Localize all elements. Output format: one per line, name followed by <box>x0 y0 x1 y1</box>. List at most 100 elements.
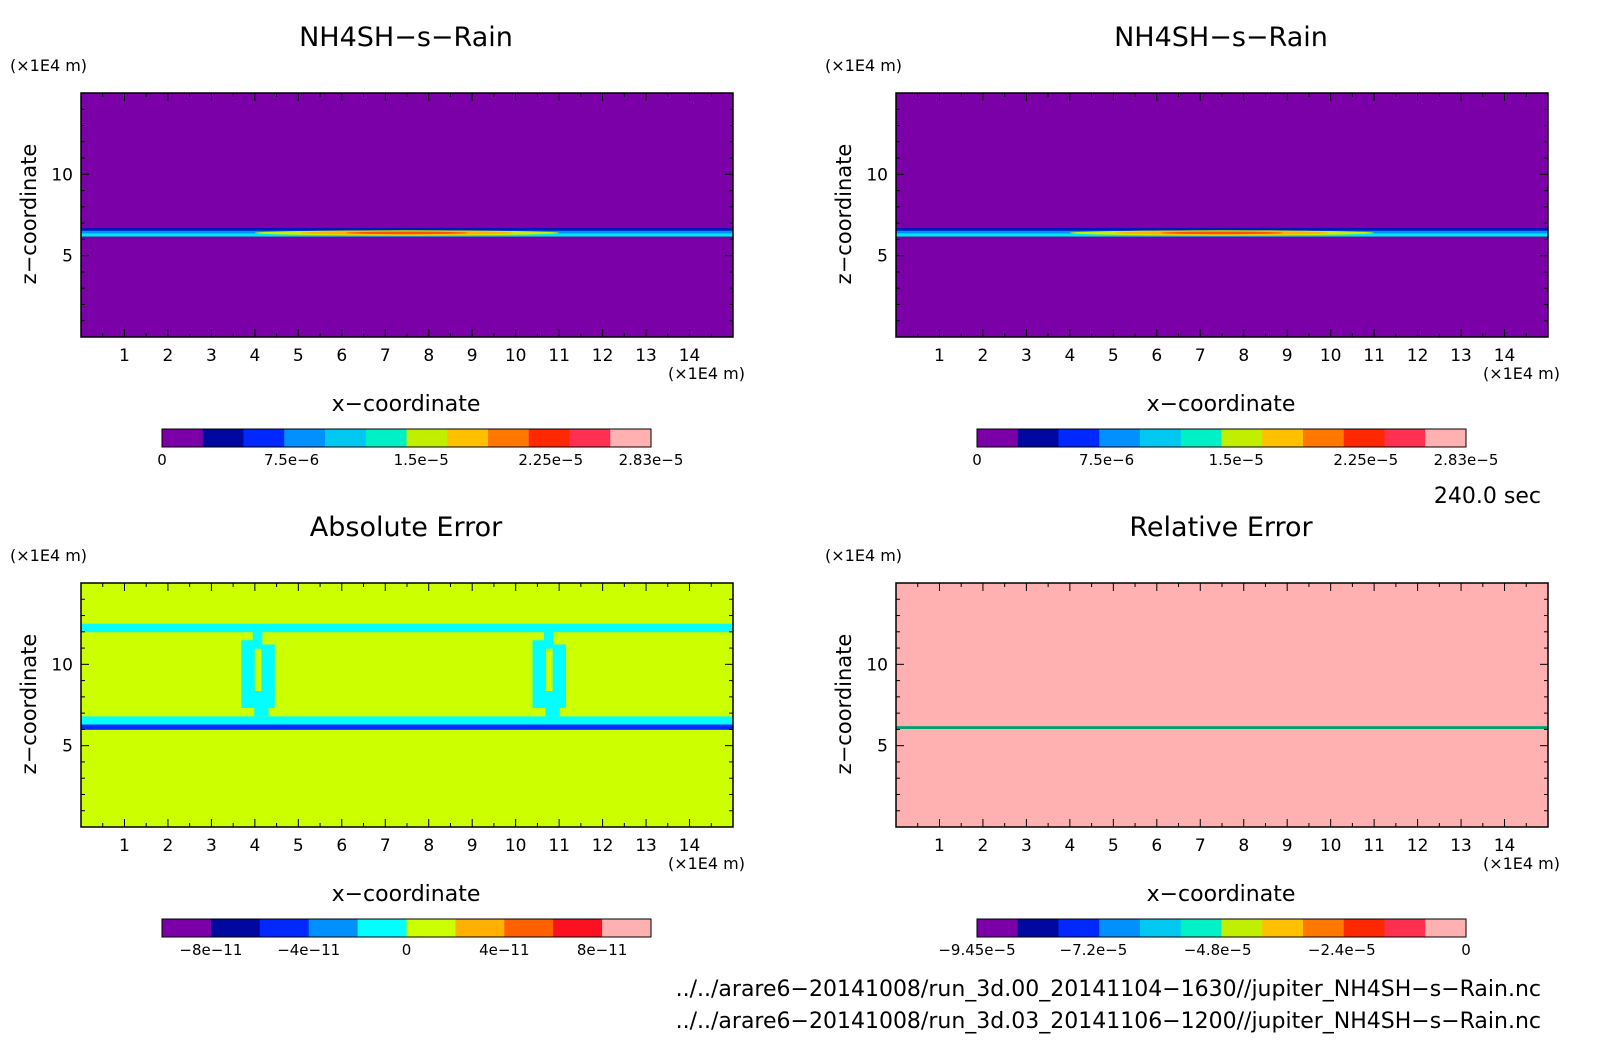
colorbar-swatch <box>357 919 407 937</box>
colorbar-frame <box>161 428 652 448</box>
panel-title: NH4SH−s−Rain <box>299 22 513 53</box>
x-tick-label: 14 <box>679 836 701 856</box>
x-tick-label: 9 <box>1282 836 1293 856</box>
colorbar-label: −9.45e−5 <box>938 941 1015 959</box>
y-tick-label: 10 <box>866 165 888 185</box>
colorbar-label: 0 <box>157 451 167 469</box>
y-tick-label: 5 <box>62 737 73 757</box>
colorbar-swatch <box>1384 919 1426 937</box>
x-tick-label: 11 <box>548 836 570 856</box>
panel-3: Absolute Error(×1E4 m)1 2 3 4 5 6 7 8 9 10 11 12 13 1… <box>10 512 745 959</box>
colorbar-label: 4e−11 <box>479 941 529 959</box>
colorbar-label: 7.5e−6 <box>264 451 319 469</box>
colorbar-label: −4.8e−5 <box>1184 941 1252 959</box>
field-background <box>81 583 733 827</box>
x-tick-label: 7 <box>1195 346 1206 366</box>
colorbar-label: −4e−11 <box>277 941 340 959</box>
colorbar-swatch <box>1099 429 1141 447</box>
colorbar-label: 0 <box>402 941 412 959</box>
colorbar-label: 2.83e−5 <box>1434 451 1499 469</box>
x-tick-label: 10 <box>1320 836 1342 856</box>
colorbar-swatch <box>610 429 652 447</box>
x-tick-label: 3 <box>206 836 217 856</box>
x-tick-label: 10 <box>1320 346 1342 366</box>
field-band <box>896 726 1548 729</box>
colorbar-label: −2.4e−5 <box>1308 941 1376 959</box>
x-unit-label: (×1E4 m) <box>668 854 745 873</box>
x-tick-label: 2 <box>163 346 174 366</box>
x-tick-label: 13 <box>1450 346 1472 366</box>
field-column <box>241 640 255 708</box>
x-tick-label: 2 <box>978 836 989 856</box>
colorbar-swatch <box>488 429 530 447</box>
field-band <box>81 716 733 725</box>
x-tick-label: 10 <box>505 346 527 366</box>
colorbar-swatch <box>977 429 1019 447</box>
time-annotation: 240.0 sec <box>1434 484 1541 509</box>
field-band <box>81 623 733 633</box>
x-tick-label: 12 <box>1407 836 1429 856</box>
x-tick-label: 8 <box>423 836 434 856</box>
x-tick-label: 12 <box>592 836 614 856</box>
x-unit-label: (×1E4 m) <box>668 364 745 383</box>
colorbar-swatch <box>1017 429 1059 447</box>
x-tick-label: 8 <box>1238 346 1249 366</box>
colorbar-frame <box>976 428 1467 448</box>
colorbar-swatch <box>447 429 489 447</box>
colorbar-swatch <box>1180 919 1222 937</box>
x-tick-label: 3 <box>206 346 217 366</box>
colorbar-swatch <box>162 429 204 447</box>
colorbar-label: 8e−11 <box>577 941 627 959</box>
y-tick-label: 5 <box>877 737 888 757</box>
x-tick-label: 14 <box>679 346 701 366</box>
x-tick-label: 6 <box>1151 346 1162 366</box>
x-tick-label: 2 <box>163 836 174 856</box>
x-axis-label: x−coordinate <box>332 882 481 907</box>
colorbar-label: 0 <box>972 451 982 469</box>
field-background <box>896 583 1548 827</box>
colorbar-swatch <box>259 919 310 937</box>
x-axis-label: x−coordinate <box>1147 392 1296 417</box>
x-tick-label: 3 <box>1021 836 1032 856</box>
x-tick-label: 5 <box>1108 836 1119 856</box>
x-tick-label: 10 <box>505 836 527 856</box>
y-unit-label: (×1E4 m) <box>825 546 902 565</box>
field-column <box>545 691 560 717</box>
x-tick-label: 7 <box>1195 836 1206 856</box>
panel-2: NH4SH−s−Rain(×1E4 m)1 2 3 4 5 6 7 8 9 10 11 12 13 145… <box>825 22 1560 469</box>
y-tick-label: 5 <box>62 247 73 267</box>
x-tick-label: 1 <box>119 836 130 856</box>
field-background <box>896 93 1548 337</box>
field-column <box>254 691 269 717</box>
y-axis-label: z−coordinate <box>832 634 856 775</box>
panel-title: Relative Error <box>1129 512 1313 543</box>
y-unit-label: (×1E4 m) <box>10 546 87 565</box>
colorbar-label: 1.5e−5 <box>394 451 449 469</box>
field-column <box>252 631 263 649</box>
field-core <box>1161 231 1283 235</box>
colorbar-swatch <box>210 919 261 937</box>
file-path-2: ../../arare6−20141008/run_3d.03_20141106… <box>676 1009 1541 1034</box>
colorbar-swatch <box>455 919 505 937</box>
colorbar-frame <box>976 918 1467 938</box>
field-band <box>81 228 733 232</box>
y-axis-label: z−coordinate <box>832 144 856 285</box>
colorbar-swatch <box>1180 429 1222 447</box>
colorbar-swatch <box>1221 429 1263 447</box>
x-tick-label: 1 <box>934 836 945 856</box>
x-tick-label: 13 <box>1450 836 1472 856</box>
x-unit-label: (×1E4 m) <box>1483 854 1560 873</box>
field-band <box>81 724 733 730</box>
colorbar-swatch <box>1425 429 1467 447</box>
colorbar-swatch <box>1262 429 1304 447</box>
x-tick-label: 9 <box>467 836 478 856</box>
x-tick-label: 12 <box>1407 346 1429 366</box>
colorbar-label: 7.5e−6 <box>1079 451 1134 469</box>
x-tick-label: 13 <box>635 346 657 366</box>
colorbar-swatch <box>977 919 1019 937</box>
field-column <box>532 640 546 708</box>
colorbar-swatch <box>1221 919 1263 937</box>
colorbar-swatch <box>602 919 652 937</box>
colorbar-swatch <box>406 429 448 447</box>
